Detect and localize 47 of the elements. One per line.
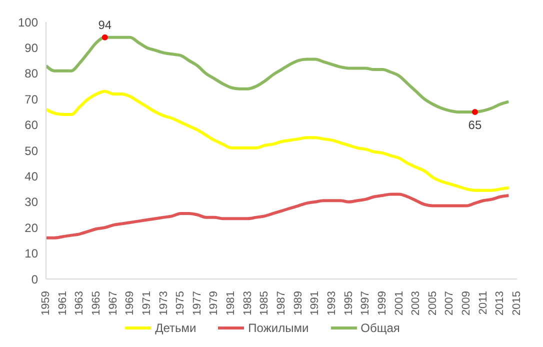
x-tick-label: 1979 — [208, 291, 220, 316]
x-tick-label: 1961 — [56, 291, 69, 316]
y-tick-label: 70 — [24, 92, 38, 106]
x-tick-label: 2015 — [511, 291, 523, 316]
x-tick-label: 1997 — [360, 291, 372, 316]
x-tick-label: 2013 — [494, 291, 506, 316]
x-tick-label: 2007 — [444, 291, 456, 316]
x-tick-label: 1999 — [376, 291, 388, 316]
x-tick-label: 2003 — [410, 291, 422, 316]
x-tick-label: 2005 — [426, 291, 439, 316]
y-tick-label: 30 — [24, 195, 38, 210]
x-tick-label: 1967 — [107, 291, 120, 316]
x-tick-label: 1991 — [309, 291, 322, 316]
y-tick-label: 50 — [24, 144, 38, 158]
annotation: 65 — [468, 118, 482, 132]
x-tick-label: 1985 — [258, 291, 271, 316]
line-series — [46, 90, 510, 192]
x-tick-label: 1989 — [292, 291, 304, 316]
legend-label: Общая — [360, 321, 400, 335]
x-tick-label: 1975 — [174, 291, 187, 316]
legend-label: Детьми — [154, 321, 196, 335]
y-tick-label: 40 — [24, 169, 38, 184]
x-tick-label: 1971 — [140, 291, 153, 316]
x-tick-label: 1973 — [158, 291, 170, 316]
x-tick-label: 1965 — [90, 291, 102, 316]
y-tick-label: 60 — [24, 118, 38, 132]
x-tick-label: 2011 — [477, 291, 490, 315]
y-tick-label: 0 — [31, 272, 38, 286]
x-tick-label: 1995 — [342, 291, 355, 316]
y-tick-label: 100 — [18, 15, 38, 30]
annotation: 94 — [98, 18, 112, 32]
x-tick-label: 1987 — [276, 291, 288, 316]
x-tick-label: 1959 — [40, 291, 52, 316]
x-tick-label: 1983 — [242, 291, 254, 316]
y-tick-label: 80 — [24, 66, 38, 81]
x-tick-label: 1977 — [191, 291, 204, 316]
x-tick-label: 2001 — [393, 291, 406, 316]
x-tick-label: 1981 — [225, 291, 238, 316]
line-series — [46, 192, 510, 240]
x-tick-label: 2009 — [460, 291, 473, 316]
legend-label: Пожилыми — [247, 321, 309, 335]
x-tick-label: 1993 — [326, 291, 338, 316]
x-tick-label: 1969 — [124, 291, 136, 316]
y-tick-label: 90 — [24, 40, 38, 55]
y-tick-label: 20 — [24, 220, 38, 235]
y-tick-label: 10 — [24, 246, 38, 261]
x-tick-label: 1963 — [74, 291, 86, 316]
